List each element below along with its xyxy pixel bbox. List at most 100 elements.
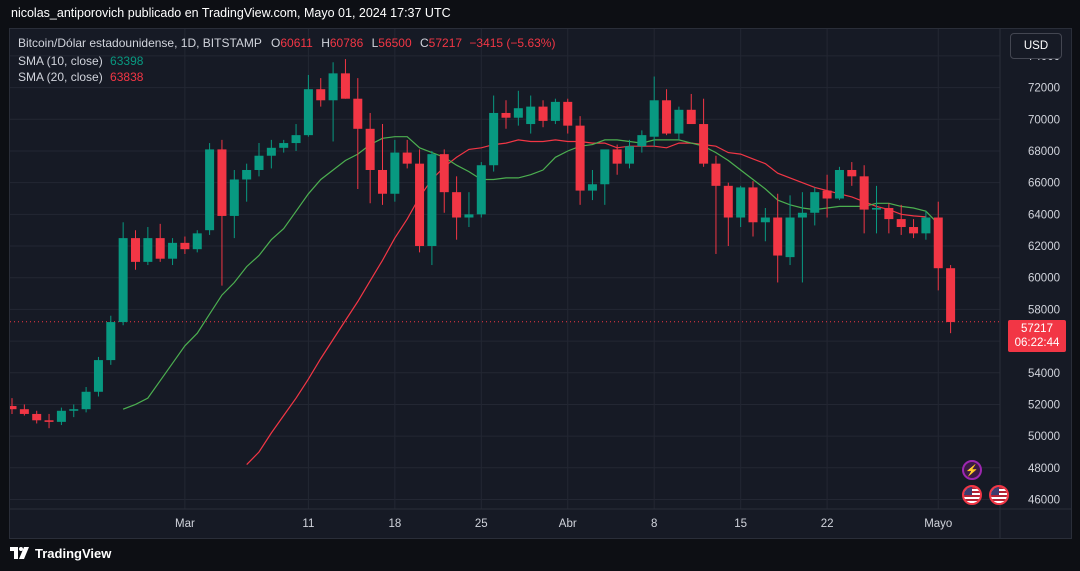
candlestick-chart[interactable]: 4600048000500005200054000560005800060000… [10,29,1072,539]
candle [390,152,400,194]
candle [415,163,425,247]
legend-close: C57217 [420,36,463,50]
y-tick-label: 46000 [1028,494,1060,506]
y-tick-label: 54000 [1028,368,1060,380]
lightning-bolt-icon[interactable]: ⚡ [962,460,982,480]
x-tick-label: 25 [475,518,488,530]
candle [526,106,536,125]
candle [785,217,795,258]
x-tick-label: 11 [302,518,314,530]
currency-button[interactable]: USD [1010,33,1062,59]
candle [699,124,709,164]
legend-symbol: Bitcoin/Dólar estadounidense, 1D, BITSTA… [18,36,262,50]
footer-brand-text: TradingView [35,545,112,561]
y-tick-label: 52000 [1028,399,1060,411]
candle [168,242,178,259]
candle [155,238,165,259]
candle [303,89,313,136]
last-price-badge: 57217 06:22:44 [1008,320,1066,352]
candle [180,242,190,250]
x-tick-label: Mar [175,518,195,530]
x-tick-label: Abr [559,518,577,530]
candle [32,413,42,421]
x-tick-label: 18 [388,518,401,530]
y-tick-label: 58000 [1028,304,1060,316]
candle [464,214,474,218]
candle [439,154,449,193]
candle [19,409,29,414]
candle [587,184,597,191]
candle [896,219,906,228]
candle [217,149,227,216]
y-tick-label: 72000 [1028,83,1060,95]
y-tick-label: 48000 [1028,463,1060,475]
candle [143,238,153,262]
candle [353,98,363,129]
candle [748,187,758,223]
candle [822,190,832,199]
publish-header: nicolas_antiporovich publicado en Tradin… [11,6,451,20]
candle [600,149,610,185]
candle [81,391,91,410]
y-tick-label: 70000 [1028,114,1060,126]
candle [921,217,931,234]
candle [612,149,622,164]
candle [489,112,499,166]
candle [378,169,387,194]
candle [859,176,869,210]
candle [686,109,696,125]
x-tick-label: 8 [651,518,657,530]
legend-sma10-value: 63398 [110,54,144,68]
tradingview-logo-icon [10,547,29,559]
candle [773,217,783,256]
candle [291,135,301,144]
candle [328,73,338,101]
us-flag-icon[interactable] [962,485,982,505]
x-tick-label: Mayo [924,518,952,530]
y-tick-label: 62000 [1028,241,1060,253]
legend-symbol-row: Bitcoin/Dólar estadounidense, 1D, BITSTA… [18,36,555,50]
candle [254,155,264,170]
legend-sma20-value: 63838 [110,70,144,84]
candle [538,106,548,121]
legend-change: −3415 (−5.63%) [469,36,556,50]
candle [452,192,462,218]
candle [909,227,919,234]
candle [563,101,573,126]
candle [427,154,437,247]
chart-pane[interactable]: 4600048000500005200054000560005800060000… [9,28,1072,539]
last-price-value: 57217 [1021,323,1053,335]
legend-sma20-label: SMA (20, close) [18,70,103,84]
candle [884,208,894,220]
candle [933,217,943,269]
candle [106,322,116,361]
candle [797,212,807,218]
y-tick-label: 66000 [1028,178,1060,190]
candle [711,163,721,186]
y-tick-label: 60000 [1028,273,1060,285]
x-tick-label: 22 [821,518,834,530]
candle [810,192,820,213]
candle [513,108,523,118]
candle [575,125,585,191]
candle [637,135,647,147]
legend-sma20-row: SMA (20, close) 63838 [18,70,143,84]
candle [834,169,844,199]
candle [340,73,350,99]
candle [662,100,672,134]
candle [674,109,684,134]
candle [279,143,289,148]
candle [625,146,634,164]
candle [266,147,276,156]
candle [44,420,54,422]
candle [402,152,412,164]
candle [760,217,770,223]
footer-branding: TradingView [10,543,111,563]
us-flag-icon[interactable] [989,485,1009,505]
candle [723,185,733,218]
y-tick-label: 50000 [1028,431,1060,443]
y-tick-label: 64000 [1028,209,1060,221]
legend-low: L56500 [371,36,412,50]
candle [365,128,375,170]
candle [550,101,560,121]
